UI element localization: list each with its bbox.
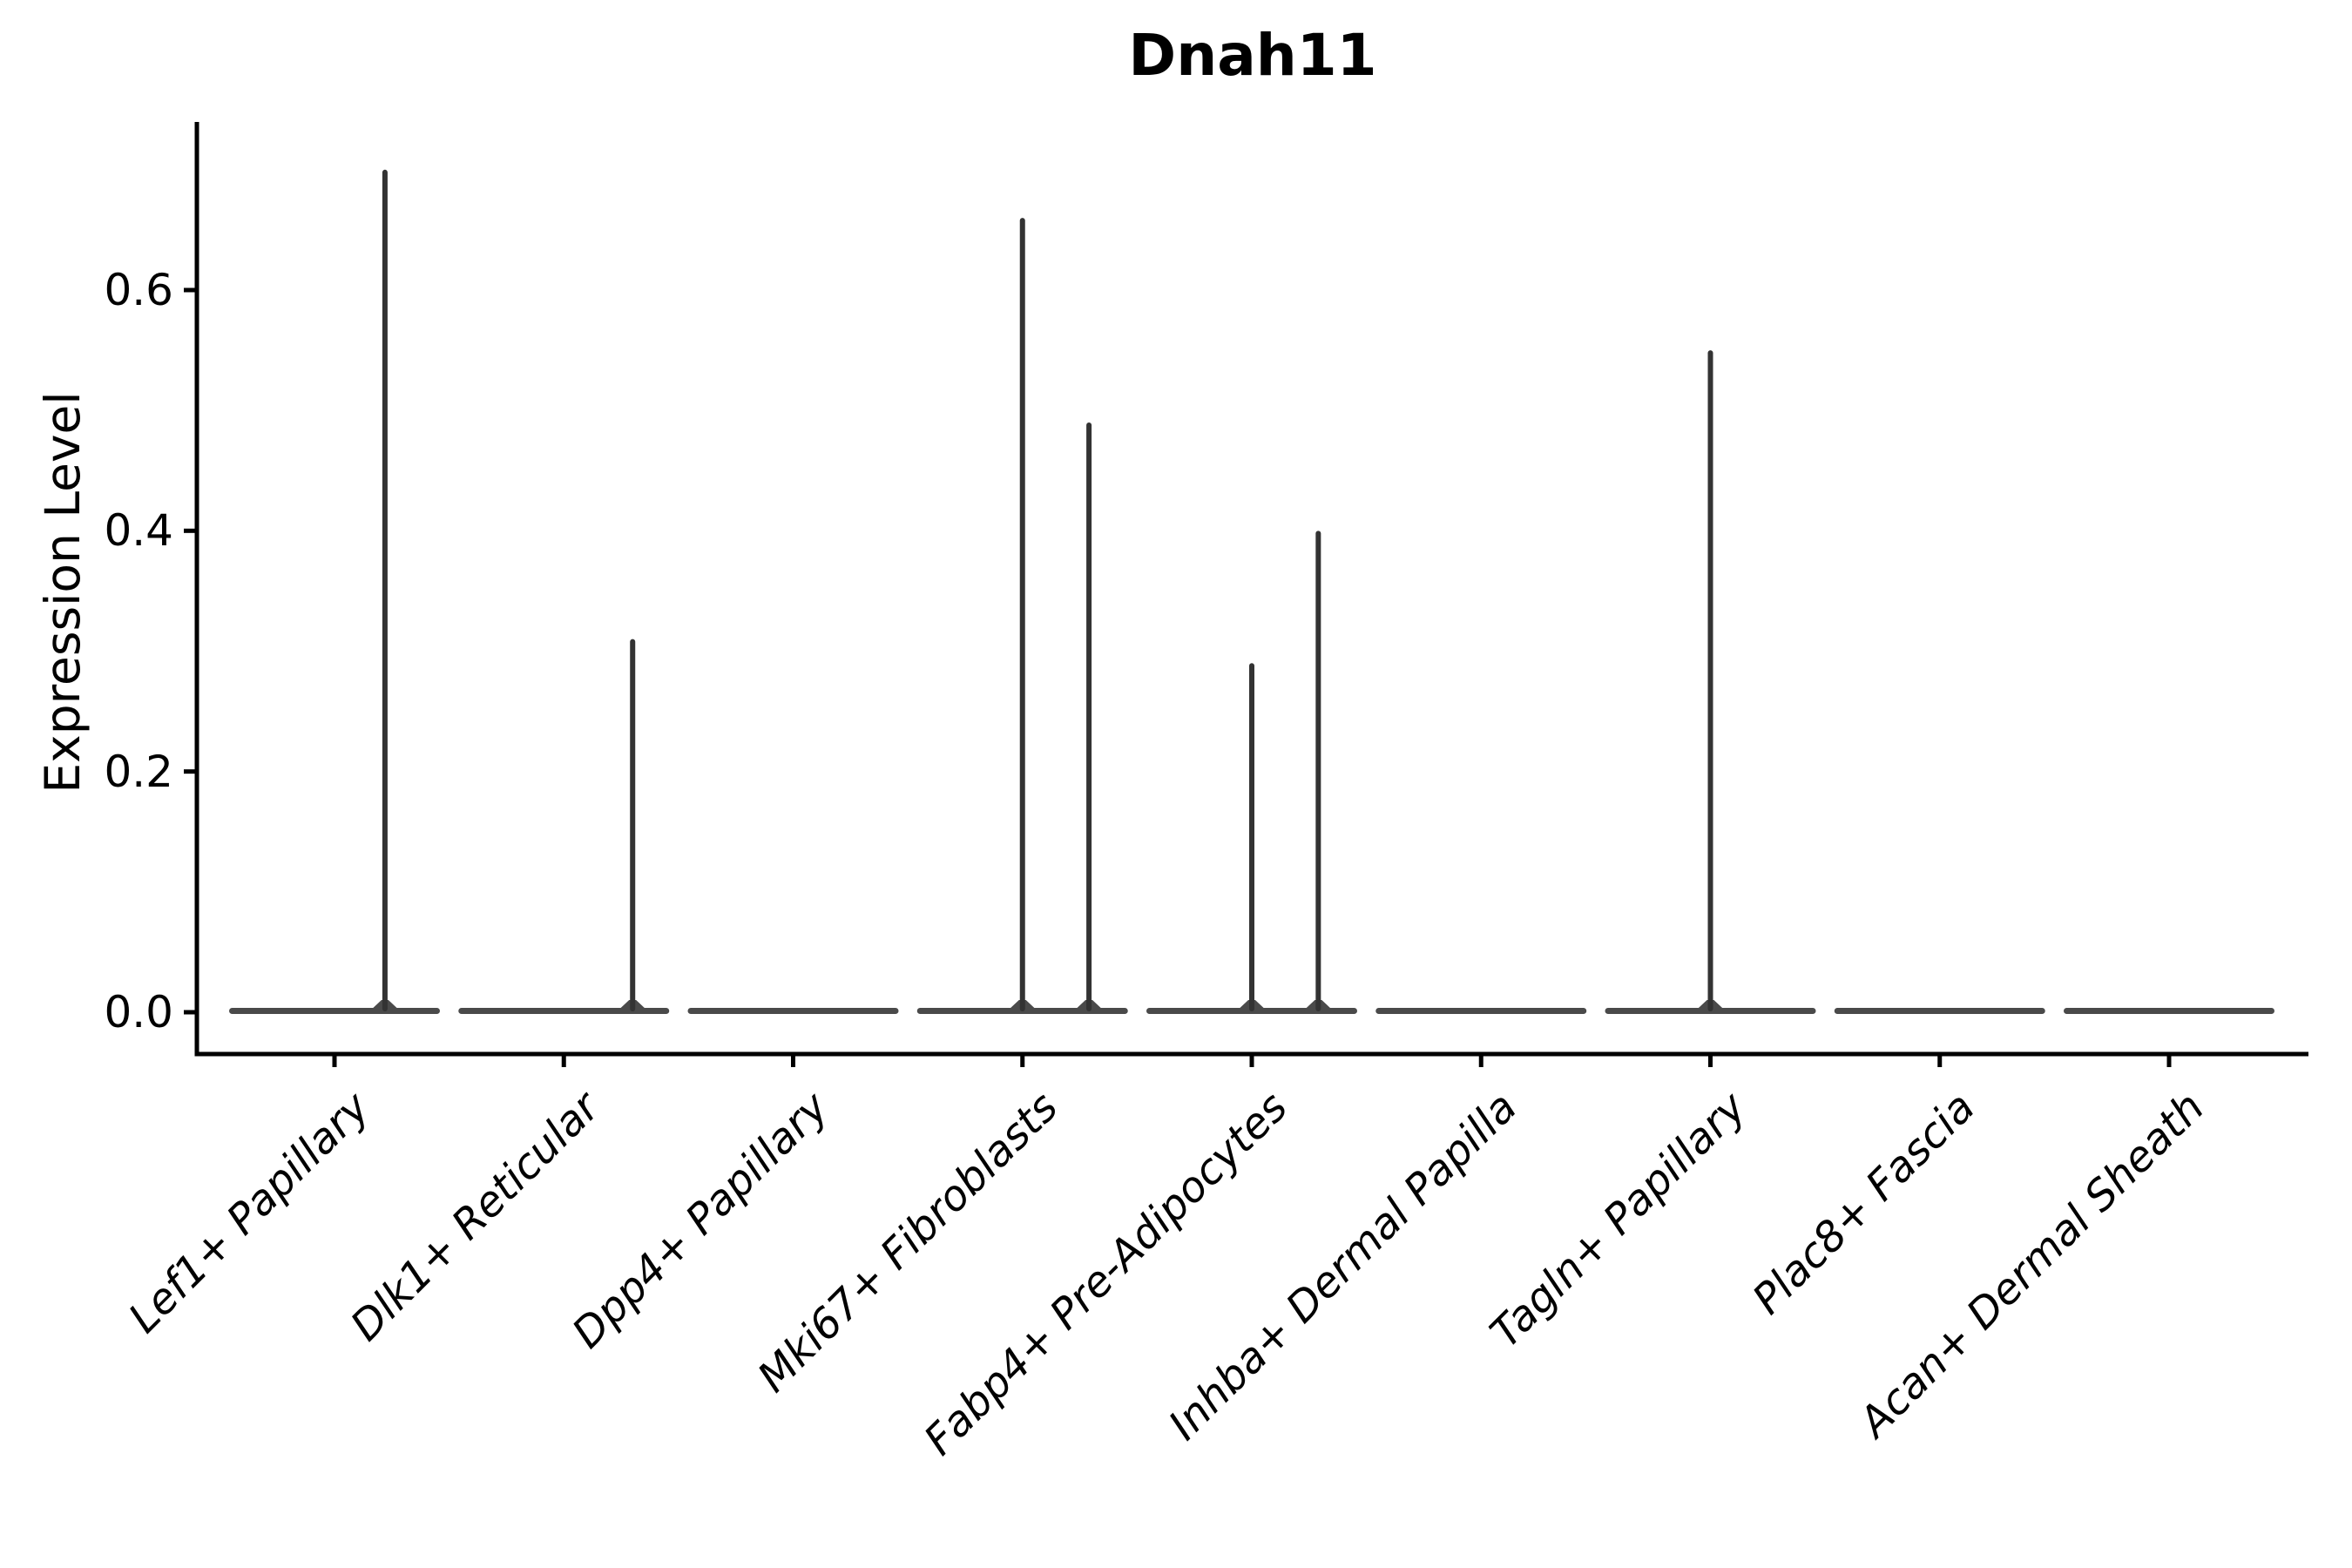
page-title: Dnah11 bbox=[1128, 22, 1377, 89]
y-tick-label: 0.0 bbox=[104, 987, 173, 1037]
y-tick-label: 0.6 bbox=[104, 264, 173, 315]
violin-body bbox=[2064, 1008, 2274, 1014]
violin-body bbox=[687, 1008, 899, 1014]
y-tick-label: 0.4 bbox=[104, 505, 173, 557]
violin-body bbox=[1375, 1008, 1587, 1014]
violin-body bbox=[229, 1008, 440, 1014]
y-tick-label: 0.2 bbox=[104, 746, 173, 797]
violin-body bbox=[1834, 1008, 2045, 1014]
axis-spines bbox=[194, 122, 2308, 1057]
